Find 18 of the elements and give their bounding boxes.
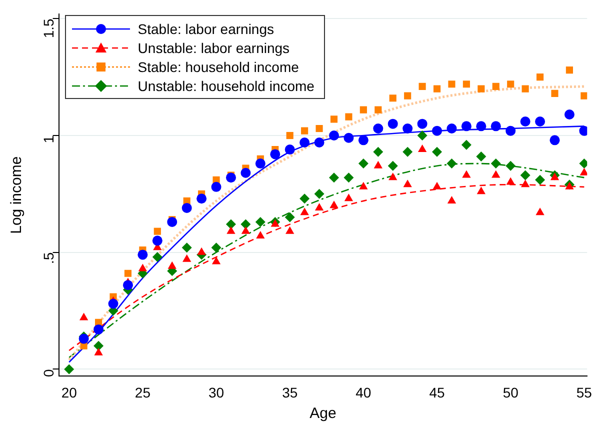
x-tick-label: 40: [356, 384, 372, 400]
x-tick-label: 50: [502, 384, 519, 400]
legend-label: Stable: labor earnings: [138, 20, 274, 36]
x-axis-title: Age: [310, 405, 336, 422]
x-tick-label: 20: [61, 384, 78, 400]
y-tick-label: 1.5: [40, 18, 57, 38]
legend-label: Unstable: household income: [138, 78, 314, 94]
legend-label: Stable: household income: [138, 58, 299, 74]
x-tick-label: 45: [429, 384, 446, 400]
y-tick-label: .5: [40, 252, 57, 264]
x-tick-label: 35: [282, 384, 298, 400]
x-tick-label: 30: [208, 384, 224, 400]
y-axis-title: Log income: [8, 156, 26, 234]
x-tick-label: 25: [134, 384, 151, 400]
legend-label: Unstable: labor earnings: [138, 40, 290, 56]
y-tick-label: 0: [40, 368, 57, 377]
x-tick-label: 55: [576, 384, 592, 400]
y-tick-label: 1: [40, 135, 57, 144]
